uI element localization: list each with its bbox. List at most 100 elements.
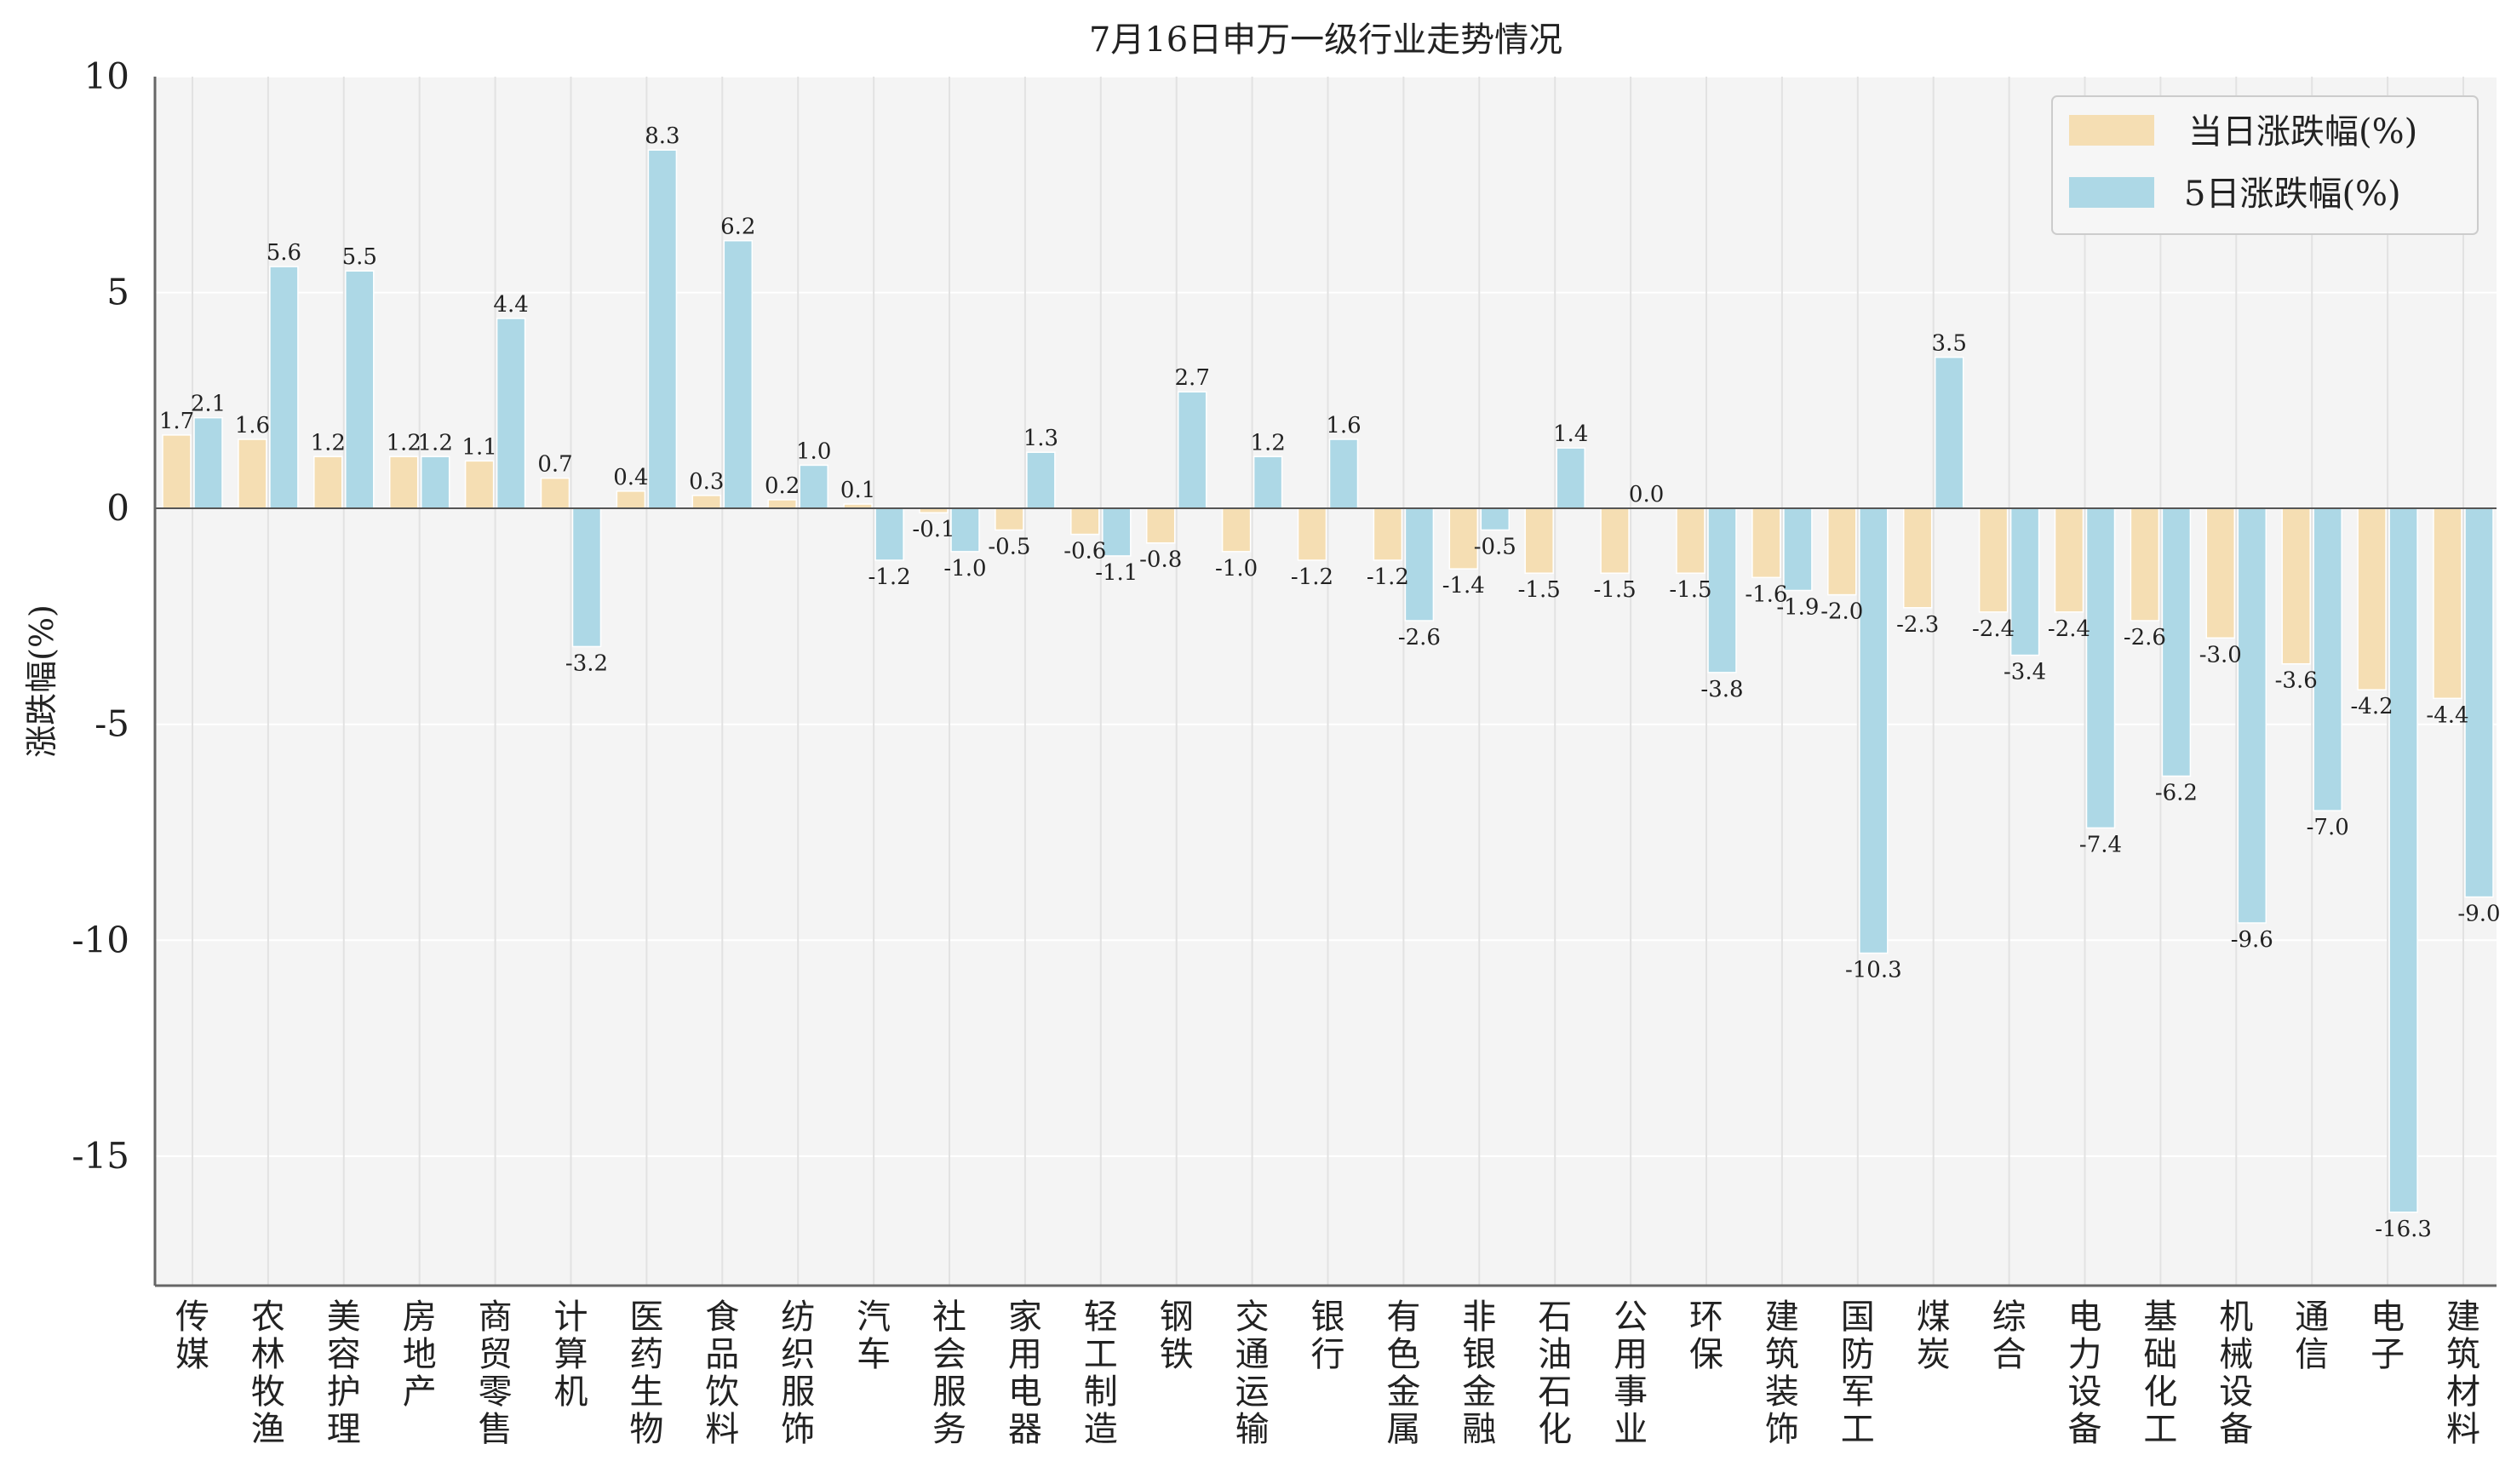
bar-5day — [1102, 507, 1132, 557]
x-axis-categories: 传媒 农林牧渔 美容护理 房地产 商贸零售 计算机 医药生物 食品饮料 纺织服饰 汽车 社会服务 家用… — [175, 1298, 2480, 1449]
x-category-label: 电力设备 — [2068, 1298, 2102, 1449]
legend-swatch-daily — [2069, 115, 2154, 146]
bar-daily — [1221, 507, 1252, 553]
value-label-daily: 1.6 — [235, 413, 270, 438]
x-category-label: 汽车 — [857, 1298, 891, 1374]
x-category-label: 传媒 — [175, 1298, 209, 1374]
bar-daily — [1676, 507, 1706, 574]
value-label-daily: -1.2 — [1291, 564, 1333, 590]
x-category-label: 环保 — [1689, 1298, 1723, 1374]
value-label-daily: 1.1 — [461, 434, 496, 460]
bar-daily — [238, 438, 267, 509]
bar-daily — [1827, 507, 1857, 596]
value-label-daily: 0.7 — [537, 452, 572, 478]
plot-background — [155, 77, 2497, 1286]
value-label-5day: 5.5 — [342, 244, 377, 270]
value-label-5day: 2.7 — [1175, 365, 1210, 391]
x-category-label: 食品饮料 — [705, 1298, 739, 1449]
x-category-label: 基础化工 — [2143, 1298, 2177, 1449]
value-label-daily: -1.2 — [1367, 564, 1409, 590]
bar-daily — [1524, 507, 1554, 574]
x-category-label: 家用电器 — [1008, 1298, 1042, 1449]
x-category-label: 有色金属 — [1386, 1298, 1420, 1449]
x-category-label: 农林牧渔 — [251, 1298, 285, 1449]
value-label-daily: 1.2 — [387, 430, 421, 456]
bar-5day — [1783, 507, 1813, 592]
x-category-label: 电子 — [2371, 1298, 2405, 1374]
bar-5day — [1859, 507, 1889, 954]
x-category-label: 医药生物 — [629, 1298, 663, 1449]
x-category-label: 国防军工 — [1841, 1298, 1875, 1449]
bar-5day — [1934, 356, 1964, 509]
value-label-daily: -2.6 — [2124, 625, 2166, 650]
value-label-daily: -1.6 — [1745, 582, 1787, 607]
bar-5day — [2464, 507, 2494, 898]
bar-5day — [193, 416, 223, 509]
y-tick-label: 0 — [106, 487, 129, 529]
y-tick-label: 5 — [106, 272, 129, 313]
value-label-daily: -1.0 — [1215, 556, 1258, 582]
bar-daily — [1070, 507, 1100, 536]
value-label-5day: 1.6 — [1326, 413, 1361, 438]
value-label-5day: -3.8 — [1700, 677, 1743, 702]
value-label-5day: -1.9 — [1776, 595, 1819, 621]
value-label-daily: -1.5 — [1594, 577, 1637, 603]
value-label-5day: 1.3 — [1023, 426, 1058, 451]
bar-5day — [496, 318, 526, 509]
bar-daily — [1145, 507, 1176, 544]
bar-daily — [540, 477, 570, 509]
value-label-daily: -3.0 — [2199, 642, 2242, 668]
bar-5day — [647, 149, 678, 509]
value-label-daily: 1.2 — [311, 430, 346, 456]
x-category-label: 煤炭 — [1917, 1298, 1951, 1374]
value-label-5day: 1.2 — [1250, 430, 1285, 456]
value-label-daily: -2.3 — [1896, 612, 1939, 638]
y-axis-ticks: 10 5 0 -5 -10 -15 — [72, 55, 129, 1177]
bar-5day — [420, 456, 450, 509]
value-label-5day: -3.2 — [565, 650, 608, 676]
bar-5day — [950, 507, 980, 553]
value-label-5day: -6.2 — [2155, 781, 2198, 806]
bar-daily — [2281, 507, 2311, 665]
value-label-5day: -0.5 — [1474, 535, 1516, 560]
x-category-label: 综合 — [1992, 1298, 2027, 1374]
y-tick-label: 10 — [84, 55, 129, 97]
x-category-label: 轻工制造 — [1084, 1298, 1118, 1449]
bar-daily — [2205, 507, 2236, 639]
x-category-label: 石油石化 — [1538, 1298, 1572, 1449]
value-label-5day: -1.1 — [1095, 560, 1138, 586]
value-label-5day: -9.6 — [2231, 927, 2273, 953]
value-label-daily: -1.4 — [1442, 573, 1485, 599]
bar-5day — [2313, 507, 2342, 811]
bar-5day — [2388, 507, 2418, 1213]
bars — [162, 149, 2494, 1213]
bar-5day — [2161, 507, 2192, 777]
value-label-5day: 1.4 — [1553, 421, 1588, 447]
bar-daily — [1600, 507, 1630, 574]
bar-5day — [1404, 507, 1435, 622]
bar-daily — [1297, 507, 1327, 561]
bar-5day — [2237, 507, 2267, 924]
x-category-label: 钢铁 — [1160, 1298, 1194, 1374]
bar-daily — [691, 495, 722, 509]
x-category-label: 通信 — [2295, 1298, 2329, 1374]
value-label-daily: -0.8 — [1139, 547, 1182, 573]
legend-label-daily: 当日涨跌幅(%) — [2188, 112, 2417, 152]
value-label-5day: -7.4 — [2079, 832, 2122, 857]
bar-5day — [1707, 507, 1737, 673]
bar-5day — [1026, 451, 1056, 509]
x-category-label: 房地产 — [403, 1298, 437, 1412]
bar-daily — [995, 507, 1024, 531]
value-label-5day: 8.3 — [645, 123, 679, 149]
value-label-daily: -3.6 — [2275, 668, 2318, 694]
value-label-daily: -0.5 — [988, 535, 1030, 560]
legend-label-5day: 5日涨跌幅(%) — [2184, 175, 2401, 214]
y-axis-label: 涨跌幅(%) — [23, 604, 60, 758]
x-category-label: 社会服务 — [932, 1298, 966, 1449]
value-label-5day: 1.2 — [418, 430, 453, 456]
x-category-label: 交通运输 — [1235, 1298, 1270, 1449]
value-labels: 1.72.11.65.61.25.51.21.2 1.14.40.7-3.20.4… — [159, 123, 2501, 1242]
value-label-5day: -3.4 — [2004, 660, 2046, 685]
bar-daily — [2433, 507, 2462, 700]
